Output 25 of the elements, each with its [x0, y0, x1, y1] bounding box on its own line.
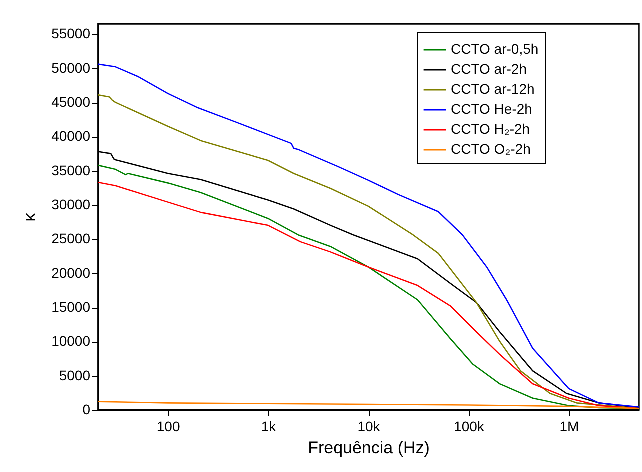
y-tick-label: 25000 [52, 230, 91, 247]
x-tick-label: 100 [156, 418, 180, 434]
legend-label: CCTO H₂-2h [451, 121, 530, 137]
x-axis-title: Frequência (Hz) [308, 438, 430, 458]
y-tick-label: 0 [82, 402, 91, 418]
y-tick-label: 5000 [59, 367, 91, 384]
x-tick-label: 10k [358, 418, 382, 434]
legend-label: CCTO ar-0,5h [451, 41, 539, 57]
legend-label: CCTO ar-2h [451, 61, 527, 77]
y-axis-title: κ [20, 212, 40, 222]
y-tick-label: 40000 [52, 128, 91, 144]
legend-label: CCTO ar-12h [451, 81, 535, 97]
y-tick-label: 30000 [52, 196, 91, 213]
y-tick-label: 20000 [52, 264, 91, 281]
legend-label: CCTO O₂-2h [451, 141, 531, 157]
x-tick-label: 100k [454, 418, 486, 434]
y-tick-label: 50000 [52, 60, 91, 76]
y-tick-label: 10000 [52, 333, 91, 350]
x-tick-label: 1k [261, 418, 278, 434]
y-tick-label: 35000 [52, 162, 91, 178]
y-tick-label: 45000 [52, 94, 91, 110]
y-tick-label: 55000 [52, 26, 91, 42]
x-tick-label: 1M [560, 418, 580, 434]
y-tick-label: 15000 [52, 299, 91, 316]
legend-label: CCTO He-2h [451, 101, 532, 117]
